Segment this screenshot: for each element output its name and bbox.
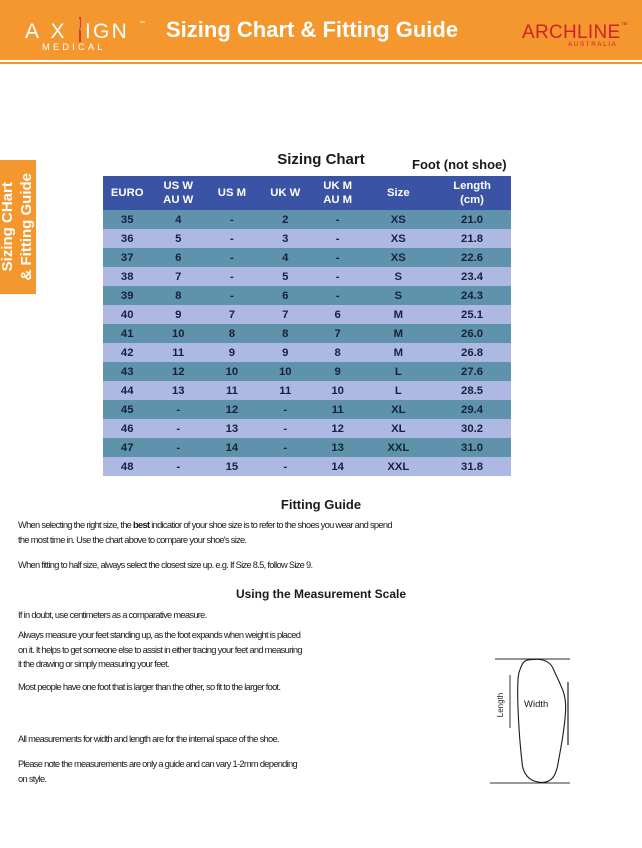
svg-text:A X: A X (25, 20, 68, 43)
svg-text:MEDICAL: MEDICAL (42, 42, 106, 52)
svg-text:™: ™ (139, 20, 145, 27)
svg-text:Width: Width (524, 699, 548, 710)
svg-text:Length: Length (496, 693, 505, 717)
svg-text:IGN: IGN (85, 20, 129, 43)
